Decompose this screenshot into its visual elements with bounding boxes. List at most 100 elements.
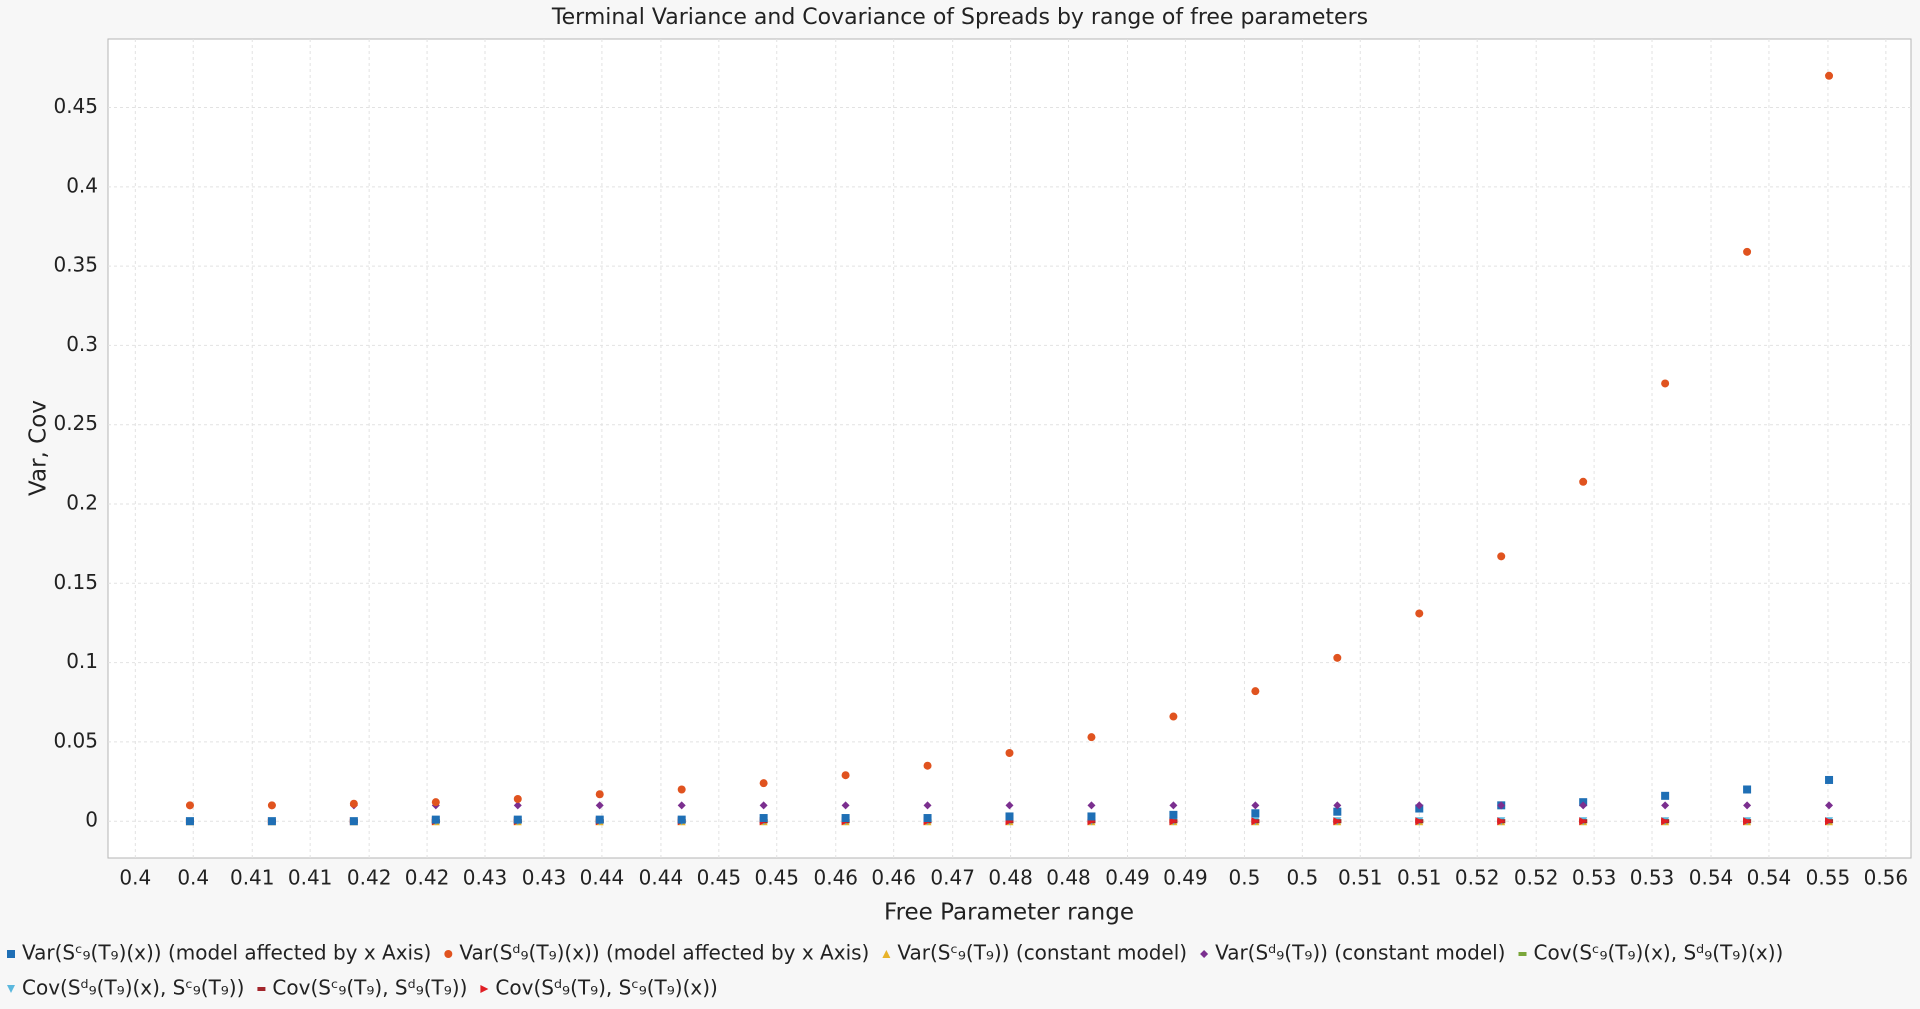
x-tick-label: 0.45 [754,866,799,890]
data-point [841,801,850,810]
data-point [1169,712,1178,721]
data-point [595,815,604,824]
x-tick-label: 0.45 [697,866,742,890]
legend-label: Cov(Sᶜ₉(T₉)(x), Sᵈ₉(T₉)(x)) [1534,941,1784,965]
data-point [349,817,358,826]
data-point [1415,817,1424,826]
data-point [1333,653,1342,662]
x-tick-label: 0.5 [1286,866,1318,890]
data-point [1251,801,1260,810]
legend-item: Var(Sᶜ₉(T₉)(x)) (model affected by x Axi… [7,941,431,965]
data-point [1661,817,1670,826]
legend-label: Var(Sᶜ₉(T₉)) (constant model) [897,941,1187,965]
x-tick-label: 0.42 [405,866,450,890]
data-point [1333,801,1342,810]
x-tick-label: 0.56 [1864,866,1909,890]
x-tick-label: 0.52 [1514,866,1559,890]
data-point [1825,801,1834,810]
data-point [677,815,686,824]
data-point [1169,817,1178,826]
x-tick-label: 0.4 [119,866,151,890]
data-point [1825,71,1834,80]
legend-label: Cov(Sᵈ₉(T₉), Sᶜ₉(T₉)(x)) [495,976,717,1000]
x-tick-label: 0.55 [1806,866,1851,890]
legend-marker [480,985,489,993]
x-tick-label: 0.48 [1046,866,1091,890]
legend-item: Var(Sᵈ₉(T₉)) (constant model) [1200,941,1506,965]
data-point [1661,791,1670,800]
x-tick-label: 0.5 [1229,866,1261,890]
data-point [1005,812,1014,821]
x-axis-label: Free Parameter range [884,900,1134,926]
data-point [1579,477,1588,486]
legend-marker [1200,950,1209,958]
data-point [841,771,850,780]
data-point [1743,801,1752,810]
data-point [349,799,358,808]
data-point [431,798,440,807]
data-point [677,785,686,794]
data-point [1743,785,1752,794]
data-point [513,801,522,810]
data-point [1825,775,1834,784]
legend-label: Cov(Sᵈ₉(T₉)(x), Sᶜ₉(T₉)) [22,976,244,1000]
x-tick-label: 0.42 [347,866,392,890]
x-tick-label: 0.52 [1455,866,1500,890]
data-point [1661,379,1670,388]
x-tick-label: 0.41 [230,866,275,890]
legend-item: Cov(Sᵈ₉(T₉)(x), Sᶜ₉(T₉)) [7,976,244,1000]
data-point [1743,817,1752,826]
data-point [1005,749,1014,758]
legend-marker [7,985,15,993]
plot-area [107,38,1912,859]
legend-item: Cov(Sᵈ₉(T₉), Sᶜ₉(T₉)(x)) [480,976,718,1000]
data-point [1579,801,1588,810]
data-point [1497,552,1506,561]
legend-label: Var(Sᵈ₉(T₉)(x)) (model affected by x Axi… [459,941,869,965]
x-tick-label: 0.44 [580,866,625,890]
data-point [595,801,604,810]
x-tick-label: 0.48 [988,866,1033,890]
data-point [267,801,276,810]
data-point [267,817,276,826]
x-tick-label: 0.54 [1747,866,1792,890]
legend-marker [257,987,266,991]
x-tick-label: 0.53 [1630,866,1675,890]
data-point [1661,801,1670,810]
x-tick-label: 0.53 [1572,866,1617,890]
data-point [1087,812,1096,821]
data-point [923,761,932,770]
data-point [1169,810,1178,819]
y-tick-label: 0.4 [66,173,98,197]
y-tick-label: 0.35 [53,253,98,277]
data-point [185,801,194,810]
data-point [1333,817,1342,826]
data-point [1579,817,1588,826]
data-point [923,801,932,810]
x-tick-label: 0.41 [288,866,333,890]
data-point [1251,687,1260,696]
legend-marker [882,950,891,958]
data-point [1415,801,1424,810]
x-tick-label: 0.49 [1163,866,1208,890]
x-tick-label: 0.4 [177,866,209,890]
legend-label: Cov(Sᶜ₉(T₉), Sᵈ₉(T₉)) [272,976,467,1000]
data-point [923,814,932,823]
y-tick-label: 0 [85,808,98,832]
data-point [1169,801,1178,810]
x-tick-label: 0.51 [1397,866,1442,890]
legend-marker [7,950,15,958]
x-tick-label: 0.51 [1338,866,1383,890]
y-tick-label: 0.05 [53,728,98,752]
x-tick-label: 0.43 [463,866,508,890]
legend-label: Var(Sᵈ₉(T₉)) (constant model) [1215,941,1505,965]
data-point [1005,801,1014,810]
data-point [1825,817,1834,826]
data-point [759,779,768,788]
x-tick-label: 0.44 [639,866,684,890]
y-tick-label: 0.3 [66,332,98,356]
y-tick-label: 0.2 [66,491,98,515]
y-tick-label: 0.45 [53,94,98,118]
data-point [1415,609,1424,618]
